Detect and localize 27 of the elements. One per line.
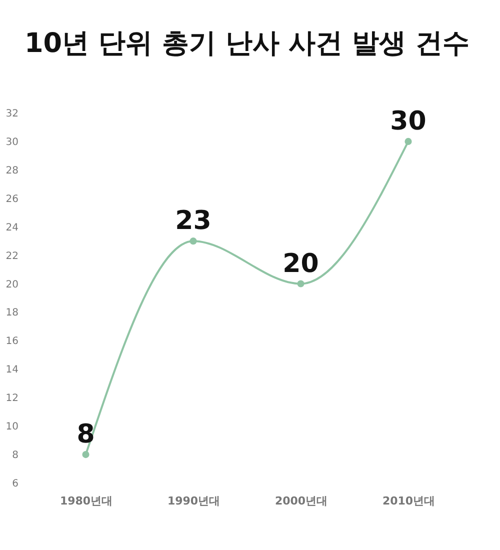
x-tick-label: 2000년대 (274, 494, 328, 508)
point (190, 238, 197, 245)
data-label: 8 (76, 420, 95, 450)
y-tick-label: 6 (12, 478, 18, 490)
data-label: 20 (282, 248, 319, 279)
y-tick-label: 14 (6, 364, 18, 376)
y-tick-label: 12 (6, 393, 18, 404)
y-tick-label: 32 (6, 108, 18, 120)
x-tick-label: 1990년대 (167, 494, 220, 508)
data-label: 23 (175, 206, 212, 236)
x-tick-label: 2010년대 (382, 494, 436, 508)
y-tick-label: 10 (6, 422, 18, 433)
y-tick-label: 26 (6, 194, 18, 205)
y-tick-label: 24 (6, 222, 18, 234)
y-tick-label: 28 (6, 165, 18, 176)
data-label: 30 (390, 106, 426, 136)
y-tick-label: 16 (6, 336, 18, 348)
y-tick-label: 22 (6, 250, 18, 262)
point (404, 138, 412, 145)
point (82, 451, 90, 458)
y-tick-label: 8 (12, 450, 18, 462)
y-tick-label: 18 (6, 308, 18, 319)
chart-title: 10년 단위 총기 난사 사건 발생 건수 (24, 28, 470, 59)
y-tick-label: 20 (6, 279, 18, 290)
y-tick-label: 30 (6, 136, 18, 148)
x-tick-label: 1980년대 (60, 494, 113, 508)
point (297, 280, 304, 288)
